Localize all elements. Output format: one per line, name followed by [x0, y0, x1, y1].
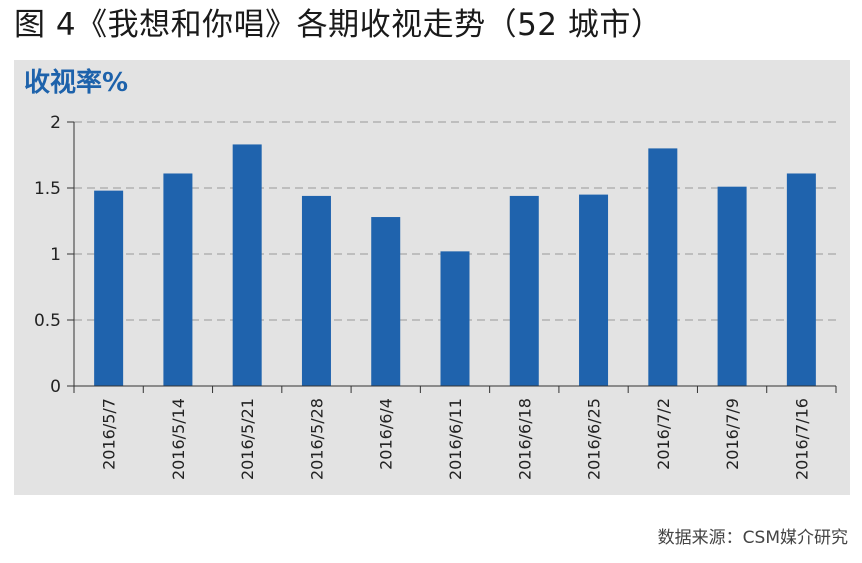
bar: [786, 173, 816, 386]
x-tick-label: 2016/5/28: [307, 398, 326, 480]
bar: [232, 144, 262, 386]
bar: [579, 194, 609, 386]
x-tick-label: 2016/6/4: [377, 398, 396, 470]
x-tick-label: 2016/6/25: [585, 398, 604, 480]
x-tick-label: 2016/5/7: [100, 398, 119, 470]
bar: [371, 217, 401, 386]
bars: [94, 144, 816, 386]
y-tick-label: 1: [50, 245, 61, 265]
y-tick-label: 1.5: [34, 179, 61, 199]
figure-title: 图 4《我想和你唱》各期收视走势（52 城市）: [14, 7, 663, 43]
bar: [94, 190, 124, 386]
x-tick-label: 2016/6/11: [446, 398, 465, 480]
x-tick-label: 2016/5/14: [169, 398, 188, 480]
source-note: 数据来源：CSM媒介研究: [657, 528, 848, 548]
bar: [648, 148, 678, 386]
y-tick-label: 0.5: [34, 311, 61, 331]
bar: [509, 195, 539, 386]
bar-chart: 00.511.52 2016/5/7 2016/5/14 2016/5/21 2016…: [34, 113, 837, 480]
y-tick-label: 0: [50, 377, 61, 397]
x-tick-label: 2016/7/16: [792, 398, 811, 480]
x-tick-label: 2016/5/21: [238, 398, 257, 480]
chart-panel: 收视率% 0 0.5 1 1.5 2 2016/5/7 2016/5/14 2016/5/2…: [14, 60, 850, 495]
y-tick-label: 2: [50, 113, 61, 133]
bar: [163, 173, 193, 386]
x-axis: 2016/5/7 2016/5/14 2016/5/21 2016/5/28 2016/…: [73, 385, 837, 480]
bar: [301, 195, 331, 386]
x-tick-label: 2016/6/18: [515, 398, 534, 480]
bar: [717, 186, 747, 386]
y-axis: 0 0.5 1 1.5 2: [34, 113, 75, 397]
y-axis-title: 收视率%: [24, 68, 129, 98]
x-tick-label: 2016/7/9: [723, 398, 742, 470]
bar: [440, 251, 470, 386]
x-tick-label: 2016/7/2: [654, 398, 673, 470]
